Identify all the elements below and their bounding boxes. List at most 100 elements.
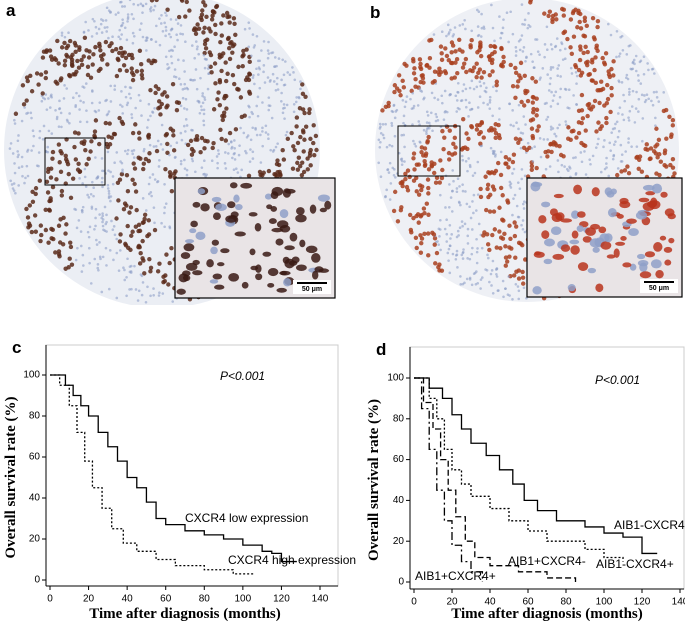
cell xyxy=(578,73,584,78)
cell xyxy=(106,183,110,187)
cell xyxy=(491,292,495,295)
cell xyxy=(403,145,406,149)
cell xyxy=(595,88,600,93)
cell xyxy=(101,220,104,224)
cell xyxy=(439,268,445,273)
cell xyxy=(449,28,452,32)
x-tick-label: 60 xyxy=(160,594,172,605)
cell xyxy=(202,108,206,112)
cell xyxy=(63,157,69,162)
cell xyxy=(55,117,59,121)
cell xyxy=(584,23,590,29)
cell xyxy=(121,21,125,25)
cell xyxy=(258,172,263,178)
y-tick-label: 60 xyxy=(29,452,41,463)
cell xyxy=(251,76,255,79)
cell xyxy=(13,111,19,116)
cell xyxy=(37,178,43,183)
cell xyxy=(24,98,29,103)
cell xyxy=(201,0,206,5)
cell xyxy=(565,36,570,42)
cell xyxy=(25,164,29,168)
cell xyxy=(121,207,127,212)
cell xyxy=(627,44,631,48)
cell xyxy=(530,76,535,81)
cell xyxy=(434,112,438,116)
cell xyxy=(142,149,146,153)
cell xyxy=(615,172,620,178)
cell xyxy=(204,175,207,178)
cell xyxy=(93,109,97,113)
cell xyxy=(402,121,405,125)
cell xyxy=(670,156,676,162)
cell xyxy=(597,100,602,106)
cell xyxy=(549,66,553,69)
cell xyxy=(147,182,151,186)
cell xyxy=(553,193,564,199)
cell xyxy=(234,203,243,211)
cell xyxy=(109,10,112,14)
cell xyxy=(625,53,629,56)
cell xyxy=(433,180,439,185)
cell xyxy=(479,75,484,80)
cell xyxy=(46,207,52,212)
y-tick-label: 40 xyxy=(29,493,41,504)
cell xyxy=(559,75,562,78)
cell xyxy=(139,72,145,78)
cell xyxy=(494,268,498,271)
cell xyxy=(418,123,421,127)
cell xyxy=(471,65,477,70)
cell xyxy=(471,200,474,203)
cell xyxy=(53,250,58,255)
cell xyxy=(219,21,224,26)
cell xyxy=(199,105,203,108)
cell xyxy=(401,85,407,90)
cell xyxy=(223,138,229,143)
cell xyxy=(437,243,440,246)
cell xyxy=(381,133,385,137)
cell xyxy=(23,181,26,185)
cell xyxy=(466,136,471,142)
cell xyxy=(577,262,589,271)
cell xyxy=(97,269,100,272)
cell xyxy=(473,271,477,275)
cell xyxy=(158,291,161,295)
cell xyxy=(550,226,562,236)
cell xyxy=(75,167,81,172)
cell xyxy=(84,82,88,85)
cell xyxy=(220,248,230,254)
cell xyxy=(268,218,277,225)
cell xyxy=(82,31,86,34)
cell xyxy=(644,251,656,258)
cell xyxy=(168,49,171,53)
cell xyxy=(175,33,178,37)
cell xyxy=(427,55,433,61)
cell xyxy=(490,184,496,189)
cell xyxy=(544,238,555,247)
cell xyxy=(111,35,114,39)
cell xyxy=(420,73,425,78)
cell xyxy=(600,55,605,61)
cell xyxy=(534,251,541,256)
cell xyxy=(211,239,219,246)
cell xyxy=(131,41,135,45)
cell xyxy=(267,96,271,99)
cell xyxy=(461,224,464,228)
cell xyxy=(538,53,541,56)
cell xyxy=(521,50,525,53)
x-axis-label: Time after diagnosis (months) xyxy=(89,606,281,622)
cell xyxy=(568,167,572,170)
cell xyxy=(462,248,465,251)
cell xyxy=(179,83,183,86)
cell xyxy=(625,164,630,169)
cell xyxy=(105,62,110,67)
cell xyxy=(148,87,153,93)
cell xyxy=(176,38,179,42)
cell xyxy=(91,52,96,57)
cell xyxy=(102,228,105,232)
cell xyxy=(461,183,464,186)
cell xyxy=(507,245,512,250)
cell xyxy=(490,232,495,238)
cell xyxy=(595,24,600,30)
cell xyxy=(117,239,123,244)
